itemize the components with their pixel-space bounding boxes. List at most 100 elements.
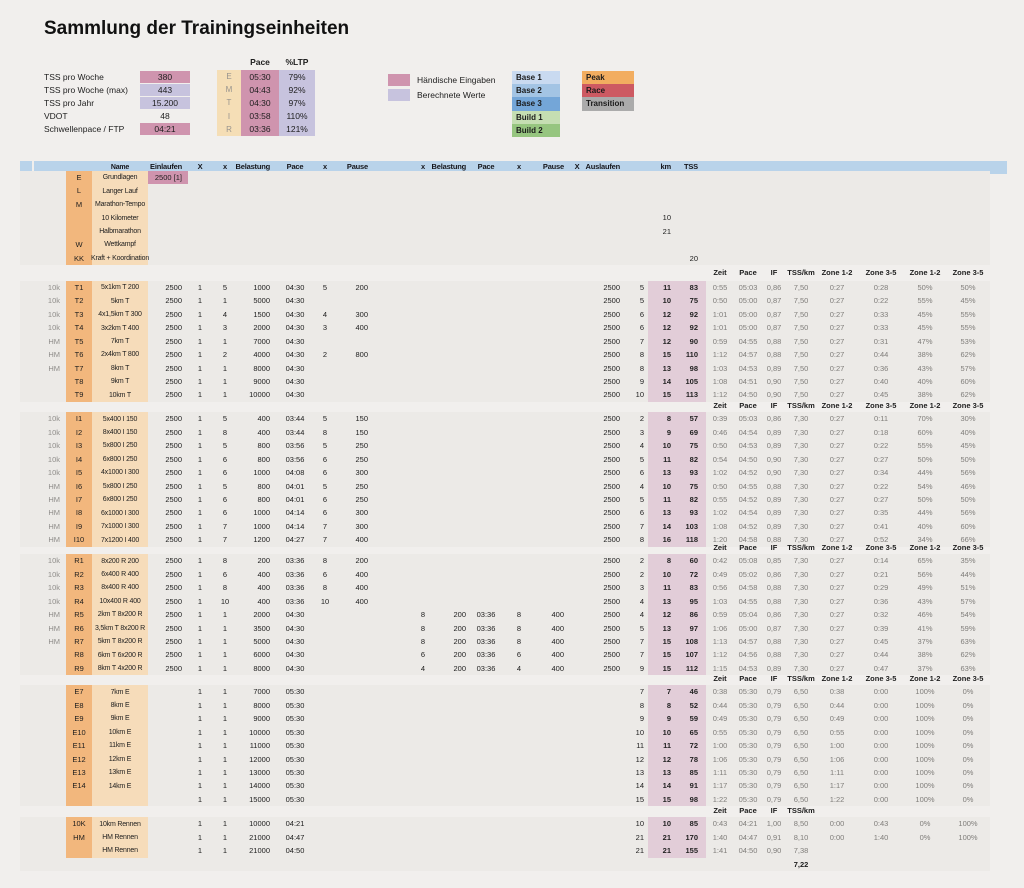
cell-belastung[interactable]: 10000: [249, 727, 270, 737]
cell-if[interactable]: 0,79: [766, 767, 782, 777]
cell-tss[interactable]: 98: [678, 361, 706, 376]
zone-letter-cell[interactable]: T: [217, 96, 241, 110]
cell-tag[interactable]: HM: [48, 636, 60, 646]
cell-zeit[interactable]: 0:55: [712, 494, 728, 504]
cell-name[interactable]: 10km Rennen: [92, 817, 148, 831]
cell-pace-avg[interactable]: 04:52: [738, 521, 758, 531]
cell-einlaufen[interactable]: 2500: [165, 610, 182, 620]
cell-label[interactable]: T5: [66, 334, 92, 349]
cell-pause2[interactable]: 400: [551, 623, 564, 633]
cell-zone35-pct[interactable]: 55%: [960, 323, 976, 333]
cell-belastung[interactable]: 1200: [253, 535, 270, 545]
cell-zone35-pct[interactable]: 55%: [960, 309, 976, 319]
cell-tss-km[interactable]: 6,50: [793, 687, 809, 697]
cell-zone12-time[interactable]: 0:27: [829, 623, 845, 633]
cell-belastung[interactable]: 1000: [253, 282, 270, 292]
cell-zeit[interactable]: 1:03: [712, 363, 728, 373]
cell-pace[interactable]: 04:30: [285, 323, 305, 333]
cell-name[interactable]: 10 Kilometer: [92, 211, 148, 225]
cell-if[interactable]: 0,90: [766, 846, 782, 856]
cell-zone35-time[interactable]: 0:39: [873, 623, 889, 633]
cell-if[interactable]: 0,88: [766, 583, 782, 593]
cell-work-km[interactable]: 6: [639, 508, 644, 518]
zone-pace-cell[interactable]: 04:30: [241, 96, 279, 110]
cell-zeit[interactable]: Zeit: [713, 805, 727, 815]
cell-work-km[interactable]: 7: [639, 687, 644, 697]
cell-zone35-pct[interactable]: 0%: [962, 727, 974, 737]
cell-reps2[interactable]: 6: [322, 569, 328, 579]
cell-belastung[interactable]: 15000: [249, 794, 270, 804]
cell-if[interactable]: IF: [770, 805, 778, 815]
cell-label[interactable]: I6: [66, 479, 92, 494]
cell-auslaufen[interactable]: 2500: [603, 363, 620, 373]
cell-zone35-time[interactable]: 0:27: [873, 494, 889, 504]
cell-tss-km[interactable]: 7,30: [793, 596, 809, 606]
cell-pause[interactable]: 400: [355, 323, 368, 333]
cell-name[interactable]: 10x400 R 400: [92, 594, 148, 609]
cell-tss[interactable]: 85: [678, 766, 706, 780]
cell-work-km[interactable]: 7: [639, 650, 644, 660]
cell-einlaufen[interactable]: 2500: [165, 468, 182, 478]
cell-zone12-pct[interactable]: 38%: [917, 350, 933, 360]
cell-zone35-pct[interactable]: 51%: [960, 583, 976, 593]
cell-zone35-time[interactable]: 0:28: [873, 282, 889, 292]
cell-if[interactable]: 0,89: [766, 663, 782, 673]
cell-zone12-time[interactable]: 0:55: [829, 727, 845, 737]
cell-belastung[interactable]: 12000: [249, 754, 270, 764]
cell-name[interactable]: Grundlagen: [92, 171, 148, 185]
cell-auslaufen[interactable]: 2500: [603, 454, 620, 464]
cell-zone12-time[interactable]: 0:27: [829, 650, 845, 660]
cell-einlaufen[interactable]: 2500: [165, 508, 182, 518]
cell-zone35-time[interactable]: 0:43: [873, 819, 889, 829]
cell-pause2[interactable]: 400: [551, 650, 564, 660]
cell-zone35-time[interactable]: 0:00: [873, 700, 889, 710]
cell-einlaufen[interactable]: 2500: [165, 323, 182, 333]
cell-einlaufen[interactable]: 2500: [165, 569, 182, 579]
cell-reps[interactable]: 1: [222, 687, 228, 697]
cell-einlaufen[interactable]: 2500: [165, 377, 182, 387]
cell-tss[interactable]: 92: [678, 321, 706, 335]
cell-tss-km[interactable]: 7,30: [793, 494, 809, 504]
cell-auslaufen[interactable]: 2500: [603, 309, 620, 319]
cell-name[interactable]: 10km T: [92, 388, 148, 402]
cell-zeit[interactable]: 0:49: [712, 569, 728, 579]
cell-zone12-time[interactable]: 0:27: [829, 610, 845, 620]
cell-pause[interactable]: 800: [355, 350, 368, 360]
cell-zone35-time[interactable]: 0:18: [873, 427, 889, 437]
cell-zone12-time[interactable]: 0:27: [829, 363, 845, 373]
cell-km[interactable]: 8: [648, 698, 678, 713]
cell-zeit[interactable]: Zeit: [713, 673, 727, 683]
cell-pause[interactable]: 300: [355, 468, 368, 478]
cell-km[interactable]: 13: [648, 766, 678, 780]
cell-if[interactable]: 0,87: [766, 323, 782, 333]
cell-name[interactable]: Marathon-Tempo: [92, 197, 148, 212]
cell-einlaufen[interactable]: 2500: [165, 296, 182, 306]
cell-km[interactable]: 8: [648, 412, 678, 426]
cell-zone12-pct[interactable]: 65%: [917, 556, 933, 566]
cell-label[interactable]: E13: [66, 766, 92, 780]
cell-tss-km[interactable]: 7,30: [793, 454, 809, 464]
cell-if[interactable]: 0,89: [766, 508, 782, 518]
zone-ltp-cell[interactable]: 121%: [279, 122, 315, 136]
cell-zone12-time[interactable]: 0:27: [829, 309, 845, 319]
cell-tss-km[interactable]: 6,50: [793, 781, 809, 791]
cell-sets[interactable]: 1: [197, 636, 203, 646]
cell-pause[interactable]: 400: [355, 596, 368, 606]
cell-tag[interactable]: 10k: [47, 569, 60, 579]
cell-work-km[interactable]: 6: [639, 309, 644, 319]
cell-reps[interactable]: 5: [222, 441, 228, 451]
cell-sets[interactable]: 1: [197, 727, 203, 737]
cell-zeit[interactable]: 0:55: [712, 282, 728, 292]
cell-zone12-time[interactable]: 0:27: [829, 636, 845, 646]
cell-km[interactable]: 13: [648, 361, 678, 376]
cell-tss[interactable]: 85: [678, 817, 706, 831]
cell-belastung[interactable]: 3500: [253, 623, 270, 633]
cell-zone35-time[interactable]: Zone 3-5: [865, 673, 897, 683]
cell-if[interactable]: 0,88: [766, 350, 782, 360]
cell-if[interactable]: IF: [770, 673, 778, 683]
cell-zeit[interactable]: 1:01: [712, 309, 728, 319]
cell-belastung[interactable]: 11000: [249, 741, 270, 751]
cell-name[interactable]: 5x400 I 150: [92, 412, 148, 426]
cell-zone35-time[interactable]: 0:35: [873, 508, 889, 518]
cell-sets[interactable]: 1: [197, 296, 203, 306]
